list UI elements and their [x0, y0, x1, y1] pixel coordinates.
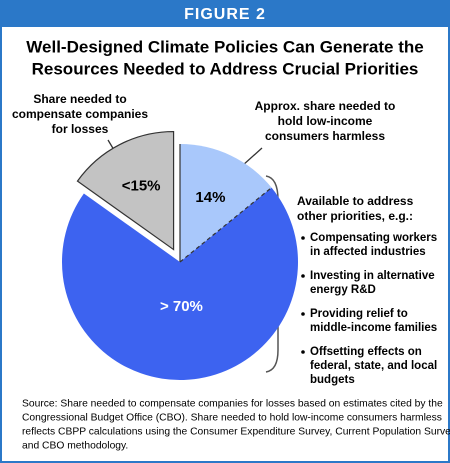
pie-slice [62, 187, 299, 380]
bullet [301, 274, 305, 278]
pie: 14% > 70% <15% [62, 130, 299, 380]
chart-title: Resources Needed to Address Crucial Prio… [32, 59, 419, 78]
bullet-text: federal, state, and local [310, 360, 437, 372]
bullet-text: budgets [310, 374, 355, 386]
pie-slice [180, 144, 272, 262]
slice-annotation: consumers harmless [265, 129, 385, 143]
bullet-text: Investing in alternative [310, 270, 435, 282]
slice-label: > 70% [160, 298, 203, 315]
source-note: Congressional Budget Office (CBO). Share… [22, 413, 442, 424]
source-note: Source: Share needed to compensate compa… [22, 399, 443, 410]
bullet-text: energy R&D [310, 284, 376, 296]
header-bar [1, 1, 449, 27]
source-note: reflects CBPP calculations using the Con… [22, 427, 450, 438]
slice-annotation: for losses [52, 122, 109, 136]
bullet-text: in affected industries [310, 246, 426, 258]
bullet-text: middle-income families [310, 322, 437, 334]
slice-annotation: hold low-income [278, 114, 373, 128]
slice-annotation: Share needed to [33, 92, 126, 106]
bullet [301, 312, 305, 316]
slice-annotation: compensate companies [12, 107, 148, 121]
bullet-text: Compensating workers [310, 232, 437, 244]
slice-boundary [179, 187, 272, 263]
bullet [301, 236, 305, 240]
slice-label: <15% [122, 178, 161, 195]
header: FIGURE 2 [184, 6, 266, 23]
slice-annotation: Available to address [297, 194, 414, 208]
slice-annotation: other priorities, e.g.: [297, 209, 413, 223]
bullet-text: Providing relief to [310, 308, 408, 320]
slice-label: 14% [195, 189, 225, 206]
chart-title: Well-Designed Climate Policies Can Gener… [26, 37, 423, 56]
bullet-text: Offsetting effects on [310, 346, 422, 358]
source-note: and CBO methodology. [22, 441, 128, 452]
pie-slice [76, 130, 175, 251]
slice-annotation: Approx. share needed to [255, 99, 396, 113]
bullet [301, 350, 305, 354]
